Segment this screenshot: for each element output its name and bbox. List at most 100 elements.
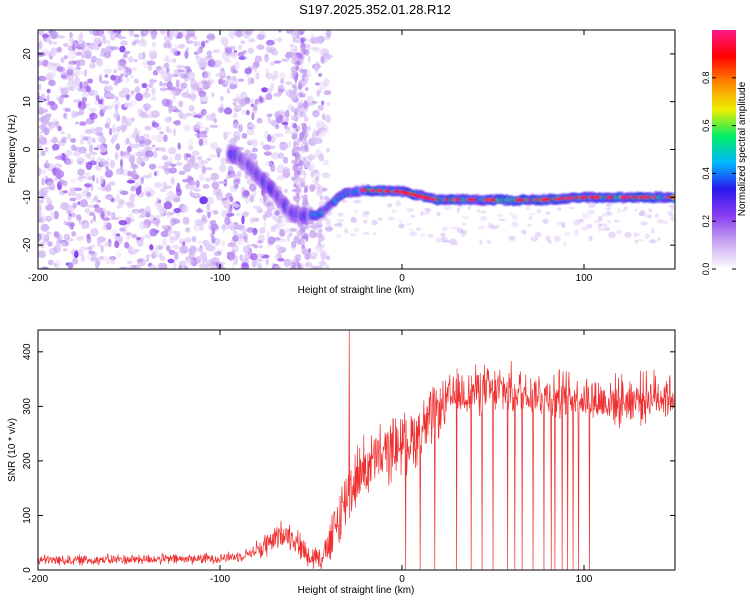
spectrogram-noise-cell (77, 168, 85, 176)
spectrogram-noise-cell (199, 125, 205, 129)
spectrogram-noise-cell (386, 203, 393, 208)
spectrogram-noise-cell (323, 78, 330, 87)
spectrogram-noise-cell (207, 80, 211, 89)
spectrogram-noise-cell (183, 163, 192, 173)
spectrogram-noise-cell (264, 210, 273, 218)
spectrogram-noise-cell (116, 126, 121, 133)
spectrogram-noise-cell (233, 49, 237, 54)
spectrogram-noise-cell (289, 43, 294, 48)
spectrogram-noise-cell (88, 107, 98, 112)
spectrogram-noise-cell (178, 260, 187, 266)
spectrogram-noise-cell (256, 117, 263, 124)
spectrogram-noise-cell (439, 232, 446, 238)
spectrogram-noise-cell (63, 158, 71, 165)
spectrogram-noise-cell (45, 159, 49, 168)
spectrogram-noise-cell (69, 31, 73, 39)
spectrogram-noise-cell (300, 236, 307, 245)
spectrogram-noise-cell (62, 248, 68, 252)
spectrogram-noise-cell (152, 150, 158, 158)
spectrogram-noise-cell (311, 251, 318, 258)
spectrogram-noise-cell (326, 117, 331, 124)
colorbar-ticks: 0.0 0.2 0.4 0.6 0.8 (701, 72, 736, 275)
spectrogram-noise-cell (153, 229, 160, 234)
spectrogram-noise-cell (107, 30, 114, 35)
spectrogram-noise-cell (252, 227, 258, 236)
spectrogram-noise-cell (93, 147, 99, 151)
spectrogram-noise-cell (363, 219, 368, 224)
spectrogram-noise-cell (86, 43, 93, 48)
spectrogram-noise-cell (175, 79, 180, 88)
spectrogram-noise-cell (273, 265, 281, 269)
spectrogram-noise-cell (117, 66, 124, 71)
spectrogram-noise-cell (130, 98, 137, 107)
spectrogram-noise-cell (104, 169, 114, 178)
spectrogram-noise-cell (38, 209, 42, 218)
spectrogram-noise-cell (106, 105, 113, 110)
spectrogram-noise-cell (319, 249, 327, 259)
spectrogram-noise-cell (337, 212, 344, 217)
spectrogram-noise-cell (91, 112, 96, 117)
spectrogram-noise-cell (95, 177, 99, 185)
spectrogram-noise-cell (291, 115, 297, 121)
spectrogram-noise-cell (160, 188, 167, 193)
spectrogram-noise-cell (132, 131, 138, 139)
spectrogram-noise-cell (310, 256, 317, 260)
spectrogram-noise-cell (261, 87, 269, 93)
spectrogram-noise-cell (123, 66, 128, 70)
spectrogram-noise-cell (126, 260, 133, 265)
spectrogram-noise-cell (296, 230, 303, 236)
spectrogram-noise-cell (277, 84, 285, 93)
snr-y-tick-label: 100 (22, 507, 33, 524)
spectrogram-noise-cell (187, 30, 195, 34)
spectrogram-noise-cell (263, 151, 272, 157)
spectrogram-noise-cell (651, 240, 659, 243)
spectrogram-x-tick-label: -200 (28, 273, 48, 284)
spectrogram-noise-cell (194, 41, 201, 47)
spectrogram-noise-cell (115, 216, 124, 221)
spectrogram-noise-cell (90, 256, 98, 262)
spectrogram-noise-cell (138, 139, 145, 148)
spectrogram-noise-cell (508, 235, 515, 241)
spectrogram-noise-cell (163, 185, 173, 190)
spectrogram-noise-cell (211, 92, 215, 98)
spectrogram-noise-cell (350, 217, 358, 224)
spectrogram-noise-cell (635, 233, 641, 237)
spectrogram-noise-cell (425, 207, 431, 214)
spectrogram-noise-cell (256, 253, 264, 257)
spectrogram-noise-cell (125, 71, 130, 76)
colorbar-tick-label: 0.4 (701, 167, 711, 180)
spectrogram-noise-cell (636, 238, 644, 242)
spectrogram-noise-cell (104, 84, 113, 89)
spectrogram-noise-cell (269, 61, 276, 66)
spectrogram-noise-cell (40, 168, 47, 175)
spectrogram-noise-cell (168, 59, 173, 63)
spectrogram-noise-cell (300, 182, 305, 188)
spectrogram-noise-cell (295, 128, 299, 132)
spectrogram-noise-cell (172, 109, 181, 113)
spectrogram-noise-cell (303, 93, 306, 97)
spectrogram-noise-cell (221, 240, 226, 247)
spectrogram-noise-cell (168, 228, 172, 234)
spectrogram-noise-cell (291, 262, 296, 268)
spectrogram-noise-cell (164, 75, 168, 82)
spectrogram-noise-cell (350, 216, 356, 223)
spectrogram-noise-cell (324, 264, 330, 269)
spectrogram-noise-cell (91, 89, 99, 97)
spectrogram-noise-cell (90, 55, 98, 63)
spectrogram-noise-cell (45, 72, 55, 81)
spectrogram-noise-cell (133, 210, 139, 214)
spectrogram-noise-cell (90, 211, 94, 216)
spectrogram-noise-cell (305, 41, 309, 48)
spectrogram-noise-cell (294, 76, 298, 84)
spectrogram-noise-cell (232, 51, 238, 60)
spectrogram-noise-cell (577, 220, 584, 224)
spectrogram-noise-cell (178, 170, 186, 175)
spectrogram-noise-cell (579, 219, 584, 222)
spectrogram-noise-cell (284, 188, 288, 193)
spectrogram-noise-cell (202, 184, 210, 189)
spectrogram-noise-cell (49, 138, 58, 143)
spectrogram-noise-cell (232, 101, 237, 106)
spectrogram-noise-cell (135, 264, 141, 269)
spectrogram-noise-cell (130, 90, 135, 96)
spectrogram-noise-cell (313, 37, 320, 43)
